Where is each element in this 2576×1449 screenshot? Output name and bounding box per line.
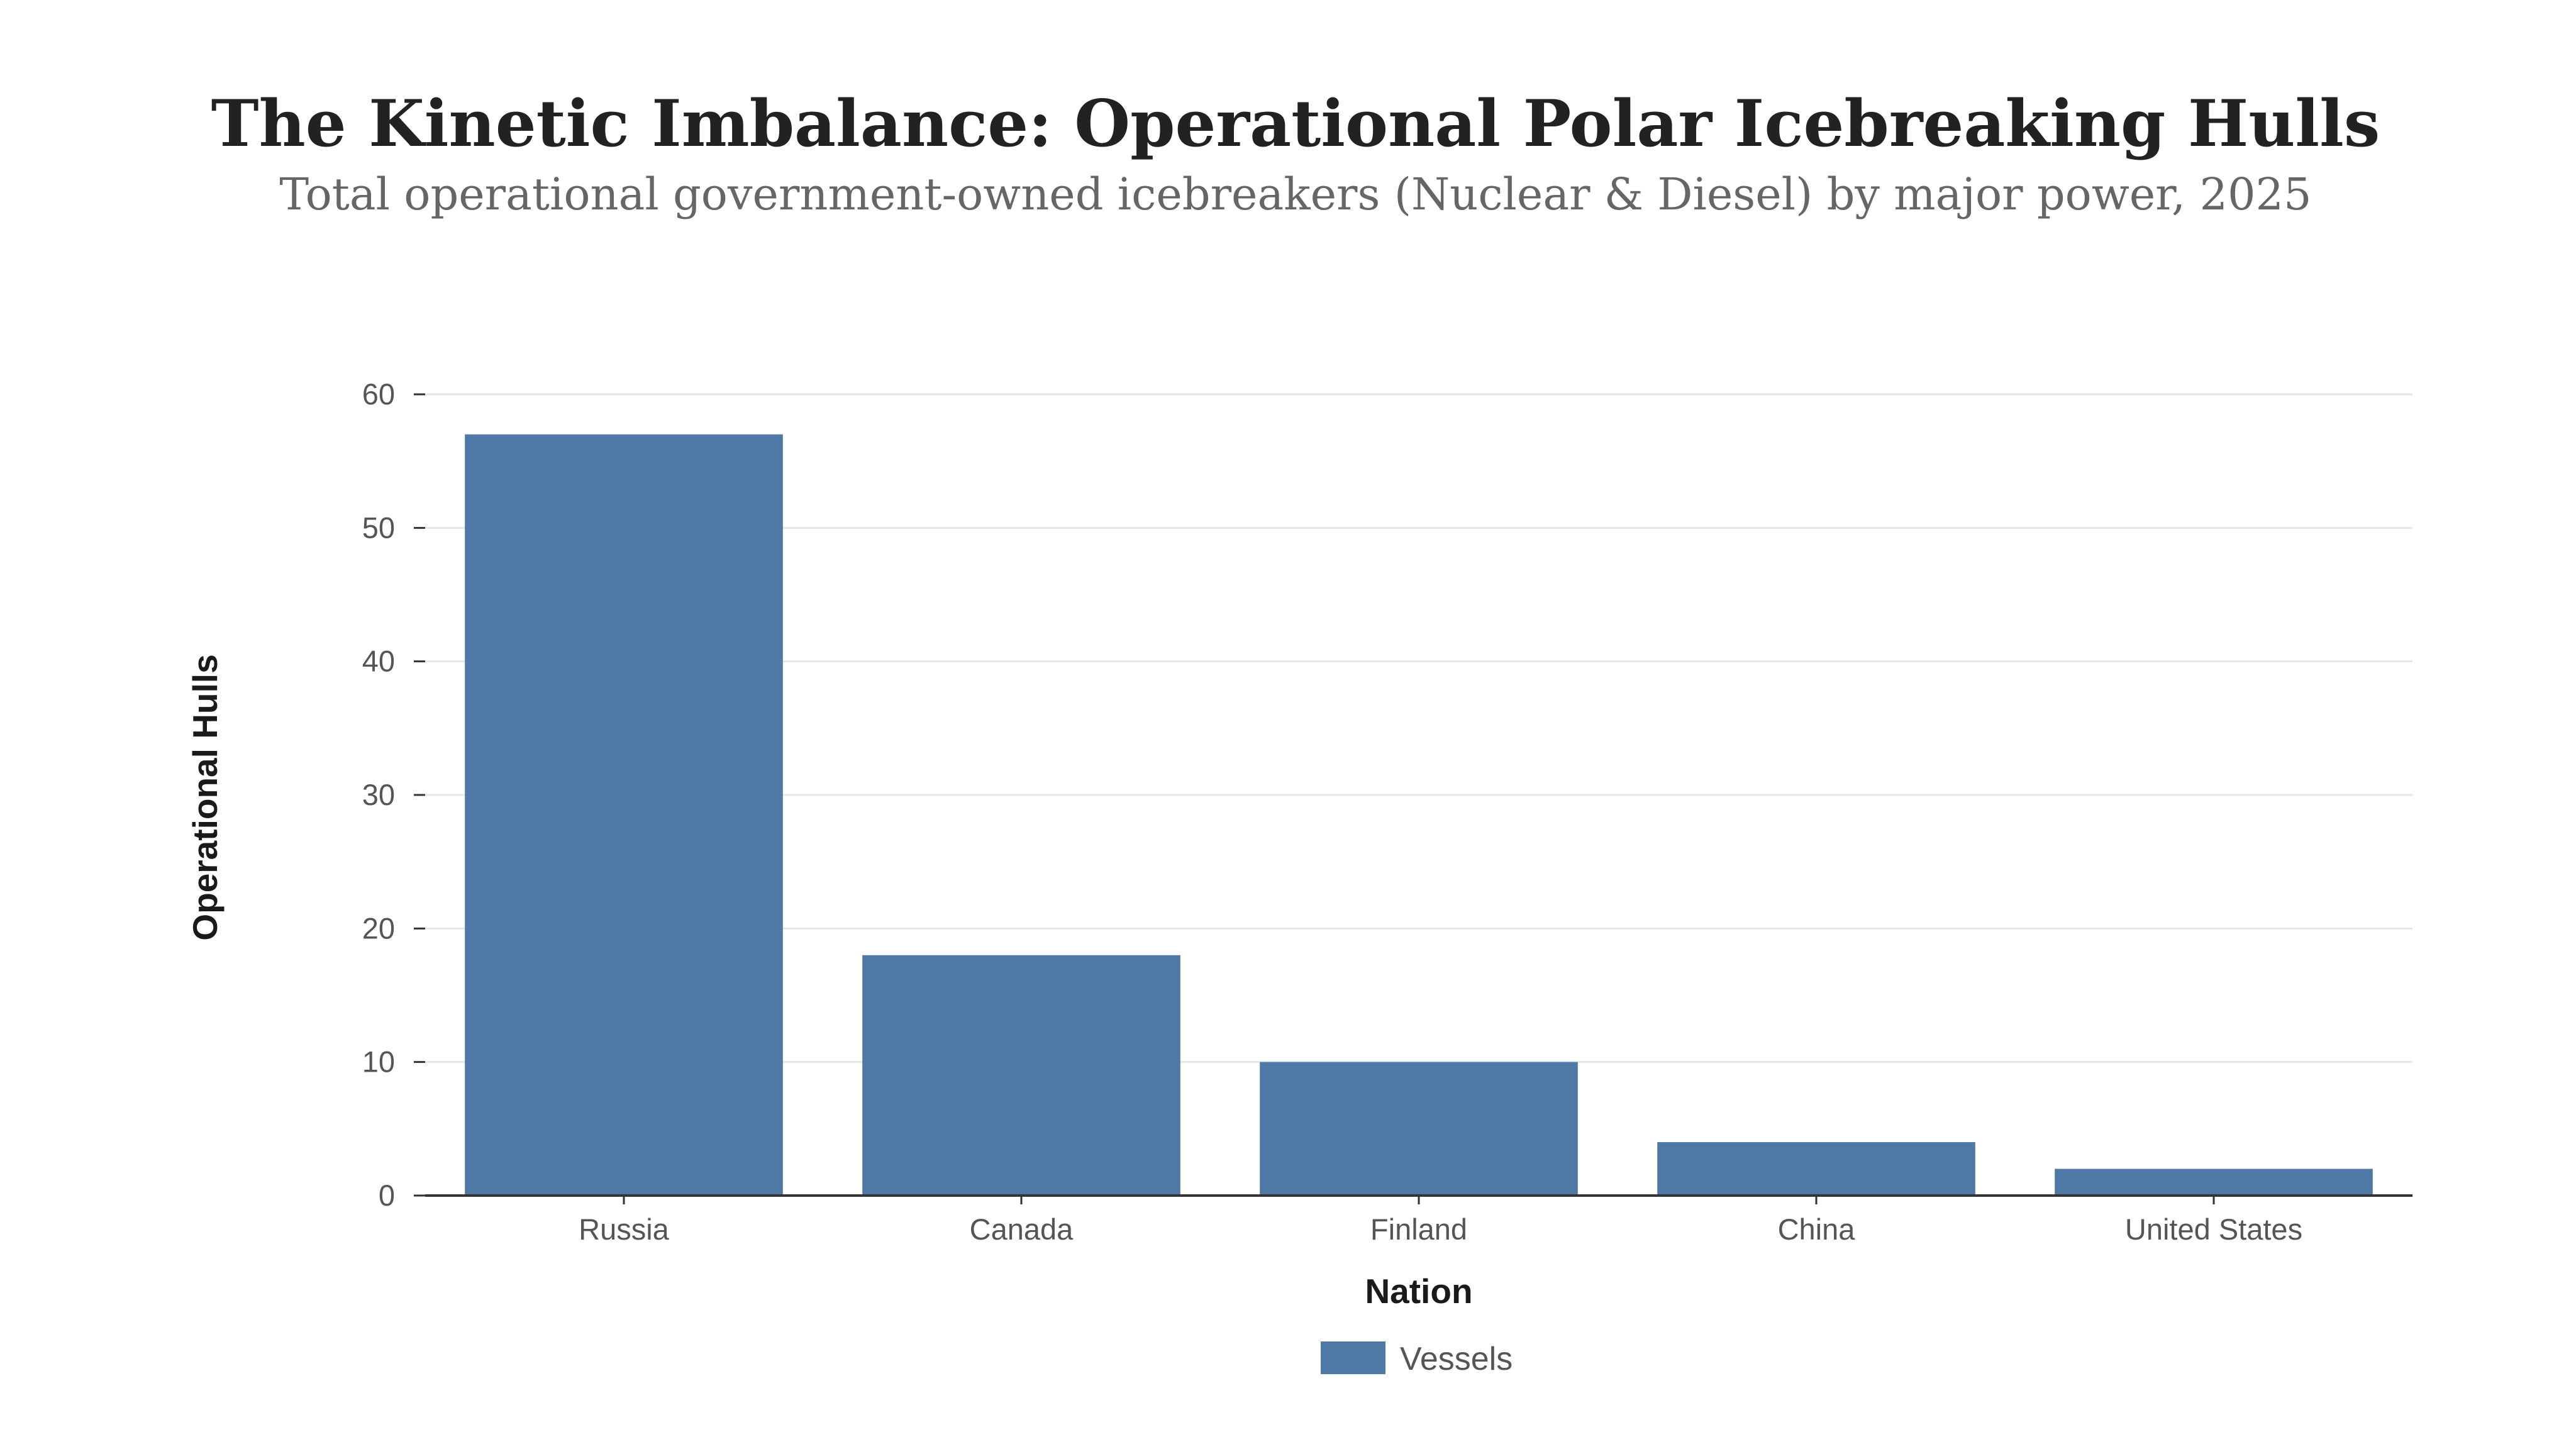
legend-label: Vessels <box>1400 1341 1513 1377</box>
y-axis-title: Operational Hulls <box>186 654 225 940</box>
y-tick-label: 60 <box>362 377 395 411</box>
x-tick-label: Finland <box>1370 1213 1467 1246</box>
x-tick-label: Canada <box>970 1213 1074 1246</box>
chart-subtitle: Total operational government-owned icebr… <box>279 169 2311 220</box>
y-tick-label: 30 <box>362 778 395 811</box>
bar-china <box>1657 1142 1975 1196</box>
y-tick-label: 10 <box>362 1045 395 1079</box>
chart-title: The Kinetic Imbalance: Operational Polar… <box>211 86 2380 162</box>
y-tick-label: 20 <box>362 911 395 945</box>
y-tick-label: 40 <box>362 645 395 678</box>
y-axis-ticks: 0 10 20 30 40 50 60 <box>362 377 395 1212</box>
bar-canada <box>862 955 1180 1196</box>
x-tick-label: Russia <box>579 1213 670 1246</box>
bar-united-states <box>2055 1169 2373 1196</box>
x-tick-label: China <box>1778 1213 1856 1246</box>
legend: Vessels <box>1321 1341 1513 1377</box>
bar-russia <box>465 434 783 1196</box>
x-axis-ticks: Russia Canada Finland China United States <box>579 1196 2302 1246</box>
bars <box>465 434 2373 1196</box>
legend-swatch <box>1321 1341 1385 1374</box>
y-tick-label: 50 <box>362 511 395 544</box>
x-tick-label: United States <box>2125 1213 2302 1246</box>
bar-finland <box>1260 1062 1578 1196</box>
y-tick-label: 0 <box>379 1179 395 1212</box>
x-axis-title: Nation <box>1365 1272 1472 1311</box>
